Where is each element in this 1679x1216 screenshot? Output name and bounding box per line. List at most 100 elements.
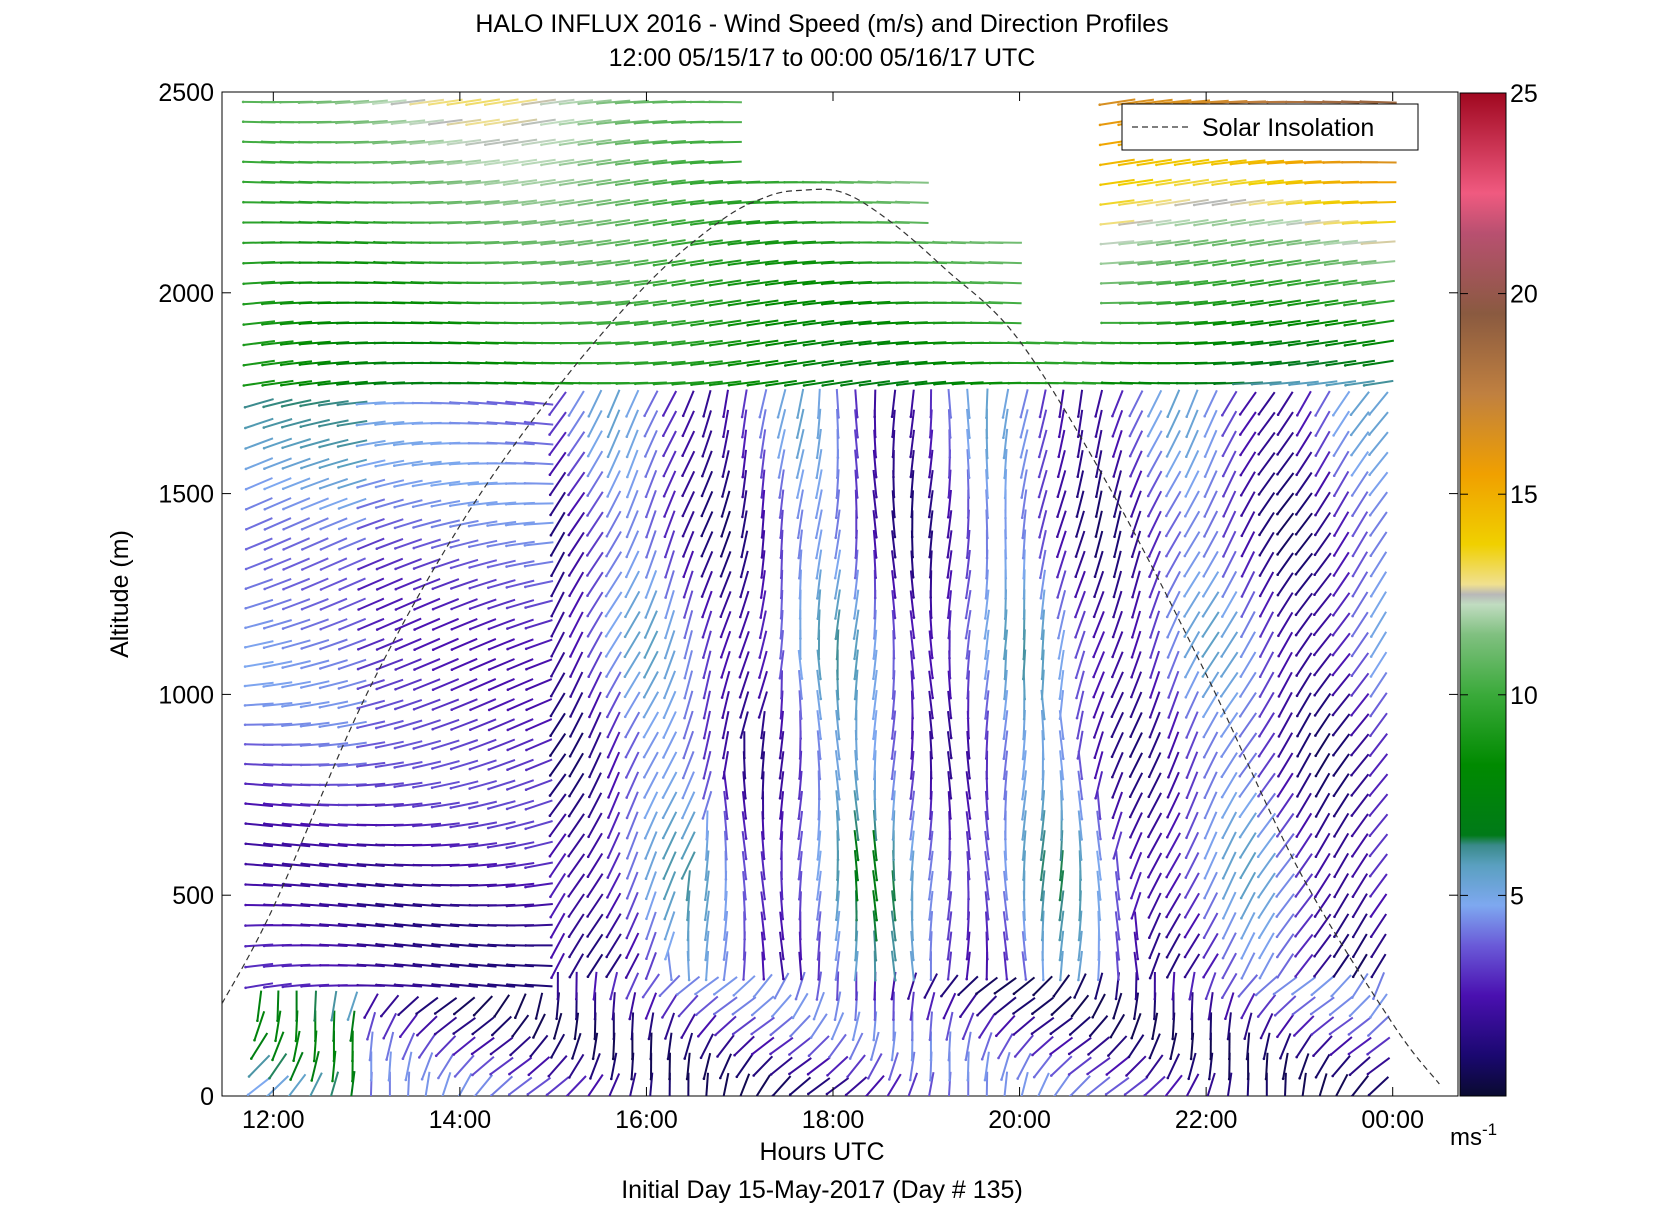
wind-barb <box>541 138 575 146</box>
wind-barb <box>541 118 575 126</box>
wind-barb-head <box>708 243 712 246</box>
wind-barb-head <box>523 420 527 424</box>
wind-barb-head <box>779 556 783 560</box>
wind-barb-head <box>853 677 856 681</box>
wind-barb-head <box>701 435 705 438</box>
wind-barb-head <box>354 220 357 224</box>
wind-barb-head <box>1130 515 1133 518</box>
wind-barb-head <box>450 708 454 711</box>
wind-barb-head <box>802 242 805 245</box>
wind-barb <box>586 893 604 918</box>
wind-barb <box>506 799 535 810</box>
wind-barb-head <box>735 1075 739 1079</box>
wind-barb-head <box>1075 515 1079 518</box>
wind-barb-head <box>1190 1037 1194 1041</box>
wind-barb-head <box>282 587 285 591</box>
wind-barb <box>578 219 612 226</box>
wind-barb <box>817 750 821 779</box>
wind-barb <box>524 461 554 466</box>
wind-barb-head <box>690 324 693 327</box>
wind-barb-head <box>577 163 581 167</box>
wind-barb <box>720 510 731 537</box>
wind-barb <box>778 469 785 498</box>
wind-barb-head <box>1203 796 1207 799</box>
wind-barb-head <box>407 1099 410 1102</box>
wind-barb-head <box>1145 1075 1149 1079</box>
wind-barb-head <box>642 695 646 699</box>
wind-barb-head <box>641 995 645 999</box>
wind-barb <box>1107 1035 1128 1057</box>
wind-barb <box>592 1032 599 1059</box>
wind-barb-head <box>1184 856 1188 859</box>
wind-barb <box>263 639 293 649</box>
wind-barb <box>872 730 878 760</box>
wind-barb <box>264 497 292 511</box>
wind-barb <box>248 1054 271 1078</box>
wind-barb <box>559 158 593 166</box>
wind-barb-head <box>586 614 589 618</box>
wind-barb <box>586 511 604 536</box>
wind-barb-head <box>502 222 506 226</box>
wind-barb-head <box>1167 756 1170 759</box>
wind-barb-head <box>281 446 284 450</box>
wind-barb <box>662 410 678 437</box>
wind-barb <box>414 657 441 671</box>
wind-barb-head <box>300 862 304 866</box>
wind-barb-head <box>643 676 646 679</box>
wind-barb <box>722 429 730 457</box>
wind-barb <box>1002 911 1009 940</box>
wind-barb-head <box>913 301 917 305</box>
wind-barb <box>1056 490 1067 517</box>
wind-barb-head <box>244 547 248 551</box>
wind-barb-head <box>1058 677 1061 680</box>
wind-barb-head <box>356 784 359 788</box>
wind-barb-head <box>1149 656 1152 659</box>
wind-barb <box>909 409 915 437</box>
wind-barb <box>578 239 612 246</box>
wind-barb <box>391 99 426 106</box>
wind-barb <box>1038 469 1048 498</box>
wind-barb-head <box>892 1018 895 1021</box>
wind-barb-head <box>337 784 340 787</box>
wind-barb <box>376 699 404 710</box>
wind-barb-head <box>984 717 987 720</box>
wind-barb-head <box>708 304 712 307</box>
wind-barb-head <box>855 998 858 1001</box>
wind-barb <box>630 1012 635 1040</box>
wind-barb-head <box>1227 1077 1231 1081</box>
wind-barb-head <box>567 834 571 838</box>
wind-barb-head <box>1019 1099 1022 1102</box>
wind-barb-head <box>809 1036 813 1039</box>
wind-barb-head <box>1156 342 1160 345</box>
wind-barb-head <box>802 262 805 266</box>
wind-barb-head <box>1025 341 1029 344</box>
wind-barb <box>268 1053 288 1079</box>
wind-barb-head <box>964 636 968 640</box>
wind-barb <box>525 638 553 650</box>
wind-barb <box>1077 810 1083 840</box>
wind-barb-head <box>1058 958 1062 962</box>
wind-barb-head <box>1175 381 1179 385</box>
wind-barb-head <box>683 1057 686 1060</box>
wind-barb-head <box>980 1057 984 1061</box>
wind-barb-head <box>550 594 553 598</box>
wind-barb <box>701 570 713 597</box>
wind-barb-head <box>505 943 509 947</box>
wind-barb-head <box>393 824 397 827</box>
wind-barb-head <box>450 607 453 611</box>
wind-barb <box>703 710 711 739</box>
wind-barb-head <box>391 301 395 304</box>
wind-barb-head <box>487 963 490 966</box>
wind-barb <box>363 993 379 1019</box>
wind-barb-head <box>1189 1057 1193 1061</box>
wind-barb-head <box>1114 997 1118 1001</box>
wind-barb-head <box>279 241 283 244</box>
wind-barb <box>777 409 787 438</box>
wind-barb-head <box>1021 818 1024 821</box>
wind-barb-head <box>1092 655 1095 659</box>
wind-barb-head <box>1056 495 1060 499</box>
wind-barb-head <box>835 657 839 661</box>
wind-barb-head <box>440 1098 443 1101</box>
wind-barb-head <box>1203 916 1206 920</box>
wind-barb-head <box>615 382 618 385</box>
